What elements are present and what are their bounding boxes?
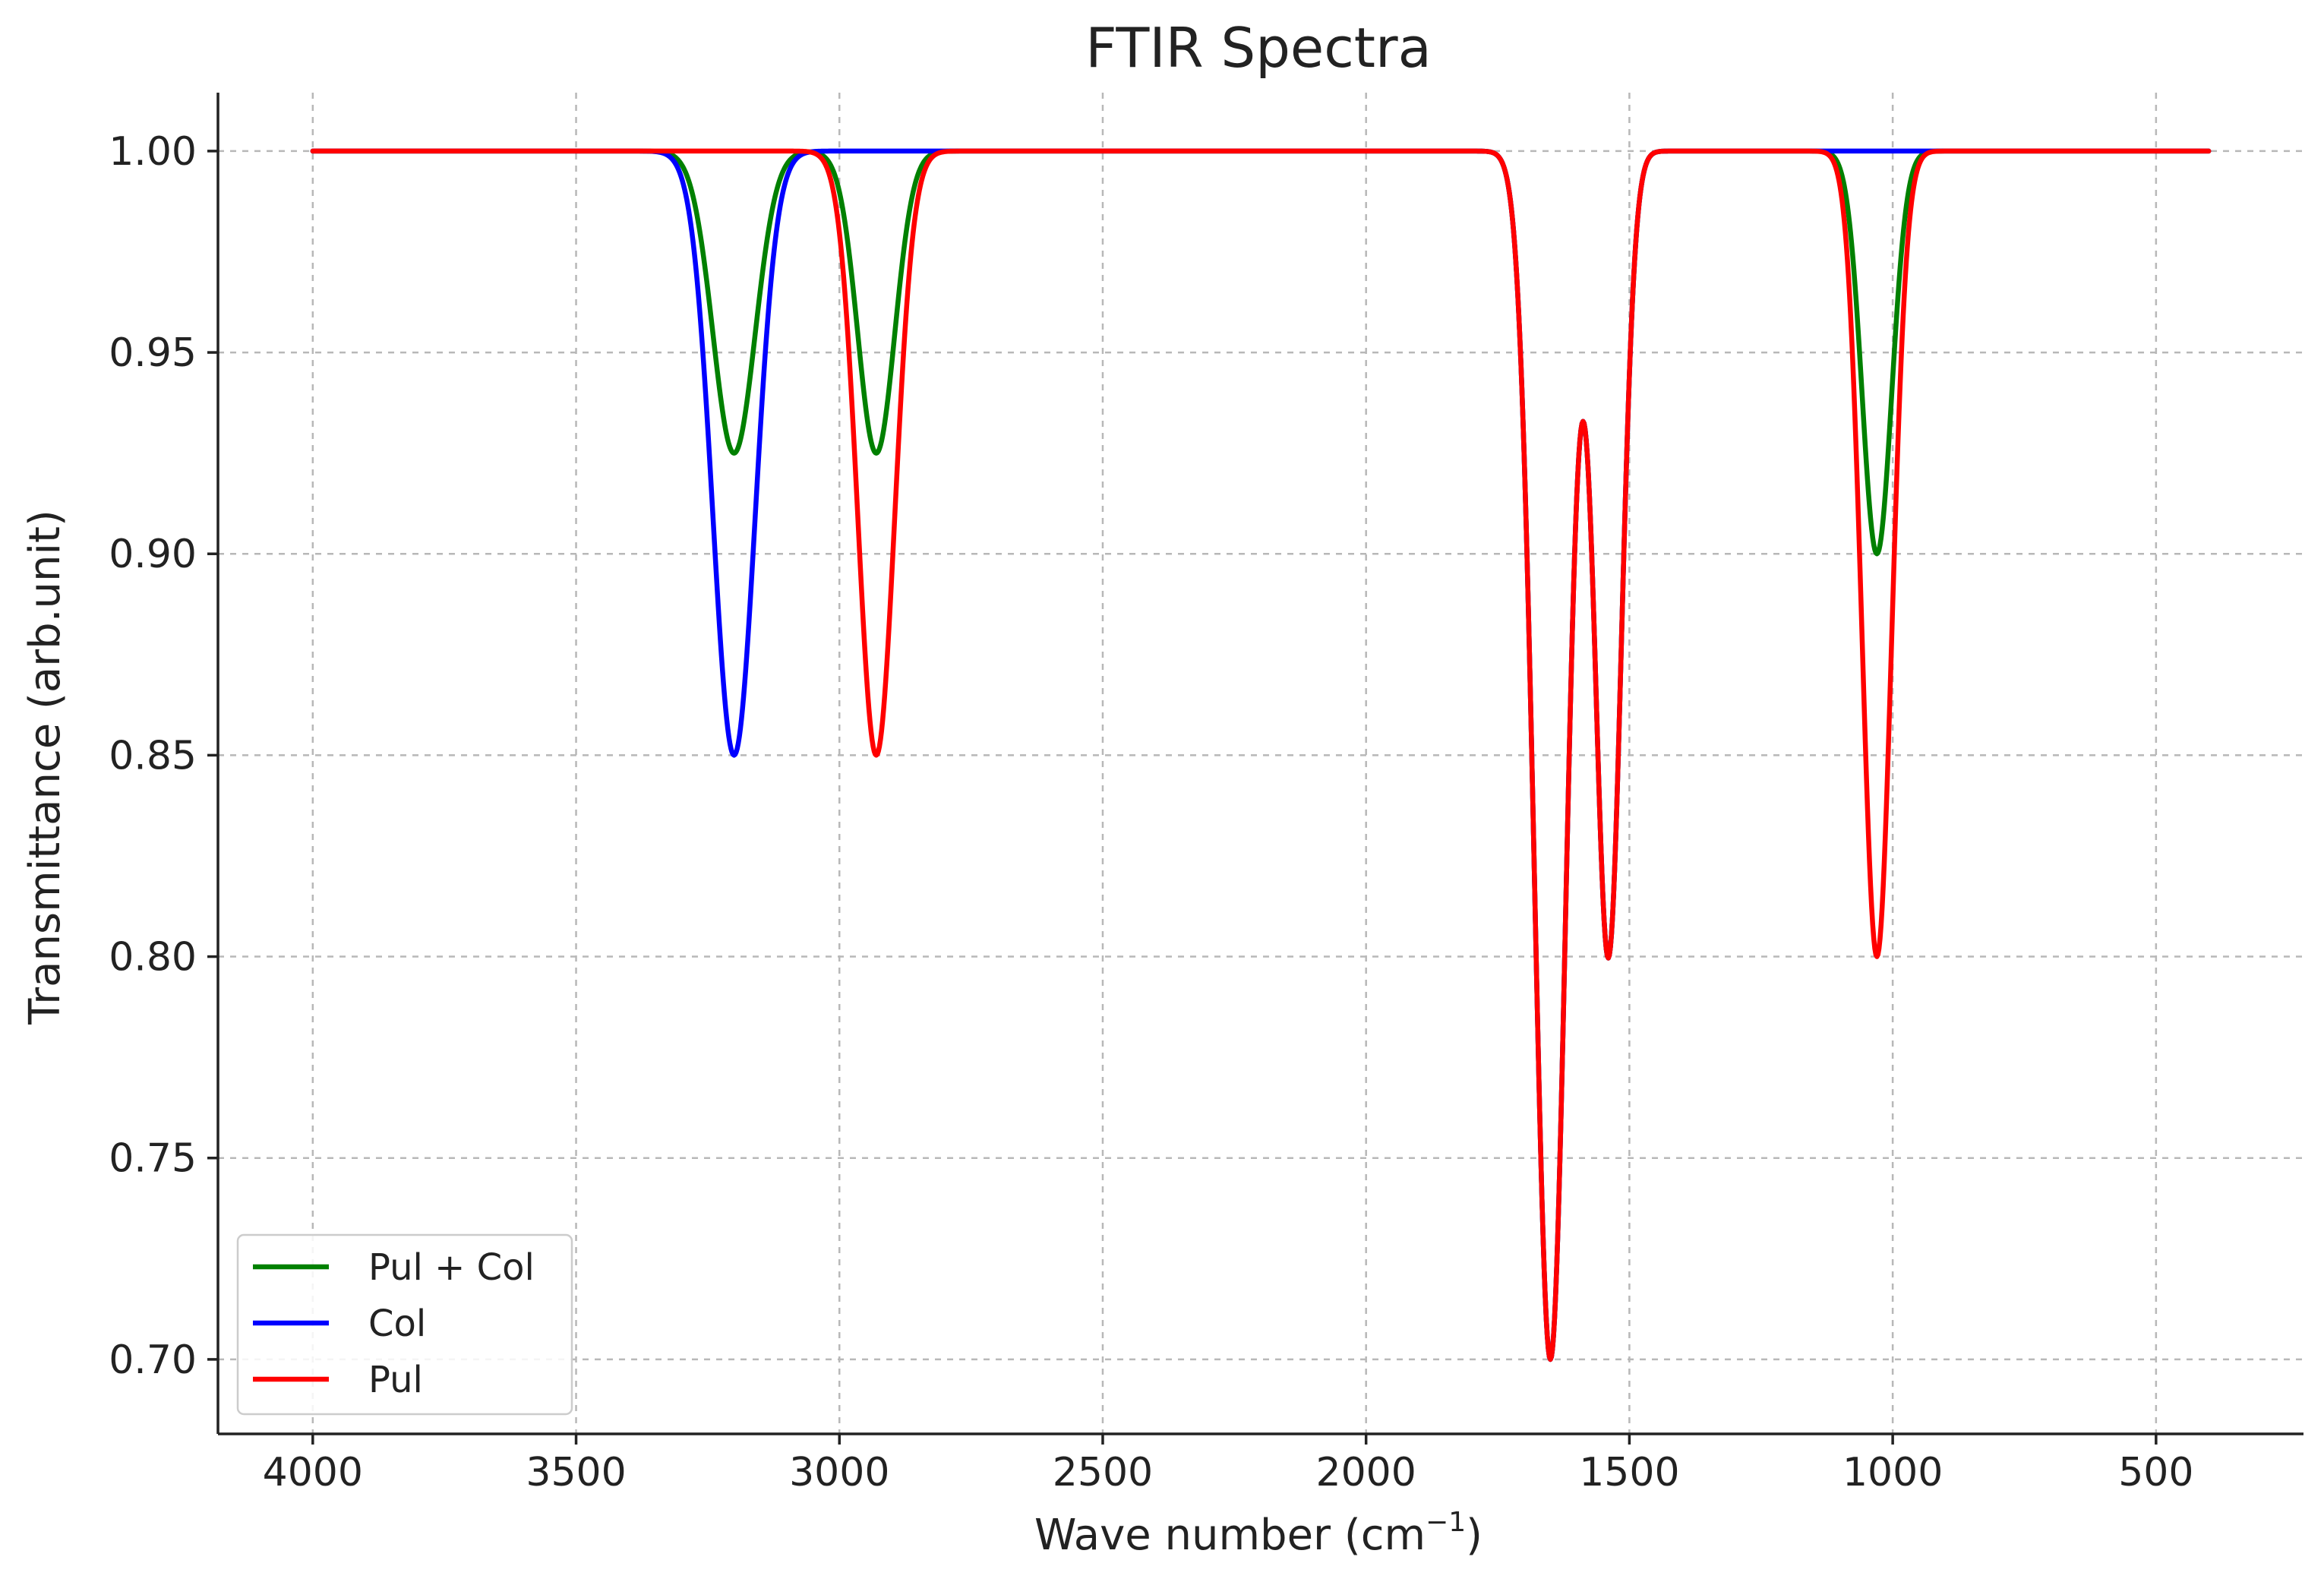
chart-title: FTIR Spectra [1085, 16, 1432, 80]
legend-label: Pul + Col [368, 1246, 535, 1289]
series-line-pul [310, 148, 2212, 1363]
y-tick-label: 0.95 [109, 330, 197, 376]
grid-layer [218, 93, 2303, 1434]
y-tick-label: 0.70 [109, 1337, 197, 1383]
x-axis-title-main: Wave number (cm [1034, 1511, 1426, 1560]
legend-label: Pul [368, 1359, 423, 1401]
x-axis-title-superscript: −1 [1426, 1507, 1466, 1538]
x-tick-label: 1500 [1579, 1450, 1679, 1495]
x-tick-label: 4000 [263, 1450, 363, 1495]
x-tick-label: 2000 [1316, 1450, 1416, 1495]
series-layer [310, 148, 2212, 1363]
x-tick-label: 2500 [1053, 1450, 1153, 1495]
y-tick-label: 0.80 [109, 935, 197, 980]
y-axis-title: Transmittance (arb.unit) [21, 510, 70, 1025]
axes-layer [216, 93, 2303, 1435]
y-tick-label: 0.85 [109, 733, 197, 778]
x-axis-title: Wave number (cm−1) [1034, 1507, 1482, 1560]
ticks-layer: 4000 3500 3000 2500 2000 1500 1000 500 0.70 0.75 0… [109, 129, 2193, 1495]
y-tick-label: 0.90 [109, 532, 197, 577]
y-tick-label: 1.00 [109, 129, 197, 175]
legend-frame [236, 1233, 573, 1416]
x-tick-label: 3000 [789, 1450, 889, 1495]
x-tick-label: 1000 [1842, 1450, 1943, 1495]
x-tick-label: 3500 [526, 1450, 626, 1495]
x-tick-label: 500 [2118, 1450, 2193, 1495]
legend-label: Col [368, 1303, 426, 1345]
legend: Pul + Col Col Pul [236, 1233, 573, 1416]
x-axis-title-end: ) [1466, 1511, 1482, 1560]
y-tick-label: 0.75 [109, 1136, 197, 1182]
